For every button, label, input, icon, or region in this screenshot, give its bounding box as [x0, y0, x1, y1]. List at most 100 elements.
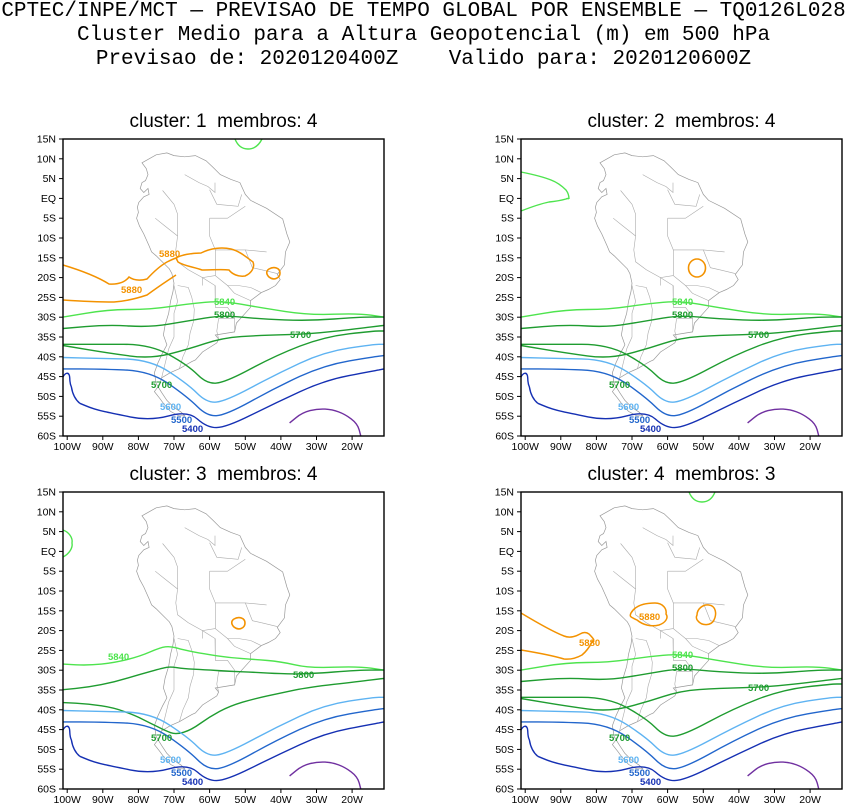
svg-text:15S: 15S — [37, 252, 56, 264]
svg-text:35S: 35S — [37, 685, 56, 697]
svg-text:5700: 5700 — [151, 733, 172, 744]
svg-text:5700: 5700 — [609, 733, 630, 744]
svg-text:90W: 90W — [550, 441, 572, 453]
svg-text:5N: 5N — [43, 173, 56, 185]
svg-text:5600: 5600 — [618, 755, 639, 766]
svg-text:100W: 100W — [511, 794, 539, 803]
svg-text:60S: 60S — [495, 784, 514, 796]
svg-text:50W: 50W — [235, 794, 257, 803]
svg-text:55S: 55S — [495, 764, 514, 776]
svg-text:50S: 50S — [37, 744, 56, 756]
svg-text:20W: 20W — [799, 441, 821, 453]
svg-text:25S: 25S — [37, 645, 56, 657]
svg-text:15S: 15S — [495, 252, 514, 264]
svg-text:5700: 5700 — [748, 330, 769, 341]
svg-text:90W: 90W — [92, 794, 114, 803]
svg-text:30S: 30S — [37, 665, 56, 677]
svg-text:5S: 5S — [501, 566, 514, 578]
svg-text:5800: 5800 — [672, 663, 693, 674]
svg-text:55S: 55S — [37, 411, 56, 423]
svg-text:60S: 60S — [37, 431, 56, 443]
svg-text:10S: 10S — [495, 586, 514, 598]
svg-text:50W: 50W — [693, 441, 715, 453]
svg-text:10S: 10S — [495, 233, 514, 245]
svg-text:10S: 10S — [37, 586, 56, 598]
svg-text:5840: 5840 — [108, 652, 129, 663]
svg-text:5N: 5N — [43, 526, 56, 538]
svg-text:50W: 50W — [235, 441, 257, 453]
svg-text:40S: 40S — [495, 704, 514, 716]
svg-text:60W: 60W — [199, 441, 221, 453]
svg-text:100W: 100W — [53, 441, 81, 453]
svg-text:30S: 30S — [495, 312, 514, 324]
svg-text:5400: 5400 — [182, 777, 203, 788]
svg-text:40W: 40W — [728, 794, 750, 803]
svg-text:20S: 20S — [37, 272, 56, 284]
svg-text:5S: 5S — [43, 566, 56, 578]
svg-text:35S: 35S — [37, 332, 56, 344]
svg-text:20W: 20W — [341, 441, 363, 453]
svg-text:50S: 50S — [37, 391, 56, 403]
svg-text:40S: 40S — [495, 351, 514, 363]
svg-text:70W: 70W — [621, 794, 643, 803]
svg-text:25S: 25S — [495, 645, 514, 657]
svg-text:20W: 20W — [341, 794, 363, 803]
svg-text:40S: 40S — [37, 704, 56, 716]
svg-text:45S: 45S — [37, 724, 56, 736]
svg-text:5N: 5N — [501, 526, 514, 538]
svg-text:20S: 20S — [495, 272, 514, 284]
svg-text:60S: 60S — [37, 784, 56, 796]
svg-text:30W: 30W — [764, 794, 786, 803]
svg-text:30S: 30S — [495, 665, 514, 677]
svg-text:10N: 10N — [495, 506, 514, 518]
svg-text:10N: 10N — [37, 506, 56, 518]
svg-text:45S: 45S — [495, 724, 514, 736]
svg-text:5S: 5S — [43, 213, 56, 225]
svg-text:35S: 35S — [495, 685, 514, 697]
svg-text:5880: 5880 — [121, 285, 142, 296]
svg-text:5880: 5880 — [579, 638, 600, 649]
svg-text:10N: 10N — [37, 153, 56, 165]
svg-text:50W: 50W — [693, 794, 715, 803]
svg-text:5400: 5400 — [640, 777, 661, 788]
svg-text:70W: 70W — [163, 441, 185, 453]
svg-text:40W: 40W — [270, 794, 292, 803]
svg-text:80W: 80W — [586, 441, 608, 453]
svg-text:20S: 20S — [495, 625, 514, 637]
svg-text:5880: 5880 — [159, 249, 180, 260]
svg-text:50S: 50S — [495, 744, 514, 756]
svg-text:EQ: EQ — [41, 193, 56, 205]
svg-text:EQ: EQ — [41, 546, 56, 558]
svg-text:35S: 35S — [495, 332, 514, 344]
svg-text:5600: 5600 — [160, 402, 181, 413]
svg-text:60S: 60S — [495, 431, 514, 443]
svg-text:5700: 5700 — [609, 380, 630, 391]
svg-text:5700: 5700 — [748, 683, 769, 694]
svg-text:5700: 5700 — [151, 380, 172, 391]
svg-text:40W: 40W — [728, 441, 750, 453]
svg-text:70W: 70W — [163, 794, 185, 803]
svg-text:30W: 30W — [306, 441, 328, 453]
svg-text:25S: 25S — [495, 292, 514, 304]
svg-text:5880: 5880 — [639, 612, 660, 623]
svg-text:5840: 5840 — [672, 297, 693, 308]
svg-text:20S: 20S — [37, 625, 56, 637]
svg-text:5840: 5840 — [214, 297, 235, 308]
svg-text:15N: 15N — [37, 487, 56, 499]
svg-text:15S: 15S — [495, 605, 514, 617]
svg-text:40S: 40S — [37, 351, 56, 363]
svg-text:15S: 15S — [37, 605, 56, 617]
svg-text:30W: 30W — [306, 794, 328, 803]
svg-text:10N: 10N — [495, 153, 514, 165]
svg-text:5600: 5600 — [618, 402, 639, 413]
svg-text:90W: 90W — [92, 441, 114, 453]
svg-text:20W: 20W — [799, 794, 821, 803]
svg-text:80W: 80W — [586, 794, 608, 803]
svg-text:15N: 15N — [37, 134, 56, 146]
svg-text:5700: 5700 — [290, 330, 311, 341]
svg-text:50S: 50S — [495, 391, 514, 403]
svg-text:5N: 5N — [501, 173, 514, 185]
svg-text:5400: 5400 — [640, 424, 661, 435]
svg-text:80W: 80W — [128, 441, 150, 453]
svg-text:60W: 60W — [657, 441, 679, 453]
